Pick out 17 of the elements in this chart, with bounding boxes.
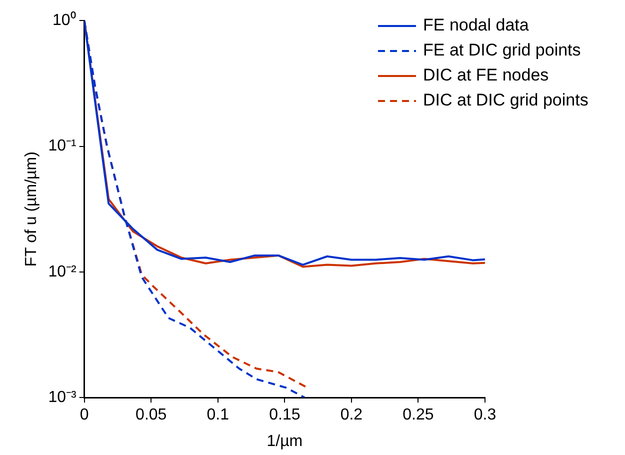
legend-label: DIC at FE nodes [423,66,549,85]
x-tick-label: 0.05 [136,406,167,424]
x-tick-label: 0.1 [206,406,230,424]
y-tick-label: 10⁻² [48,263,77,280]
y-tick-label: 10⁻¹ [48,138,76,155]
y-tick-label: 10⁻³ [48,389,77,406]
y-axis-title: FT of u (µm/µm) [23,152,40,267]
legend-label: FE at DIC grid points [423,40,581,60]
y-tick-label: 10⁰ [52,11,76,30]
x-tick-label: 0.15 [269,406,300,424]
x-tick-label: 0.25 [402,406,434,424]
x-tick-label: 0 [80,406,89,424]
legend-label: FE nodal data [423,16,530,35]
legend-label: DIC at DIC grid points [423,90,588,110]
x-tick-label: 0.3 [474,406,496,424]
x-axis-title: 1/µm [266,432,303,450]
x-tick-label: 0.2 [340,406,363,424]
